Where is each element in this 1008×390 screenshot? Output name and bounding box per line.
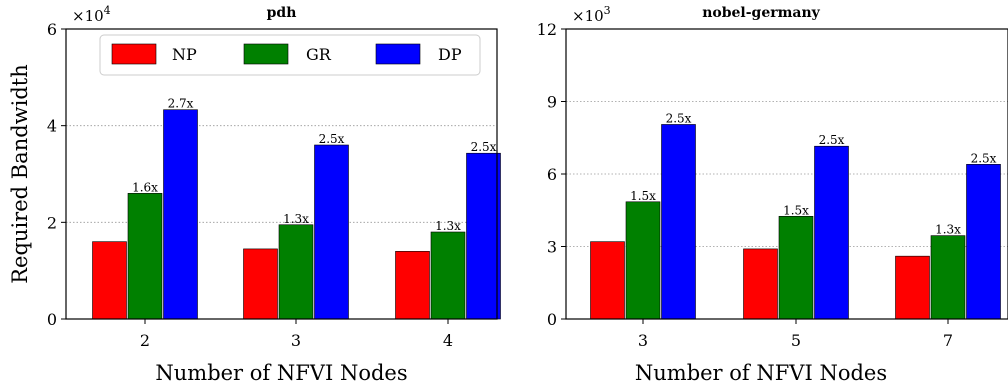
bar-np bbox=[590, 241, 625, 320]
axis-multiplier-base: ×10 bbox=[572, 7, 604, 25]
chart-1: 0 3 6 9 12 1.5x 1.5x 1.3x 2.5x 2.5x 2.5x 3 5 7 nobel-g… bbox=[537, 4, 1008, 385]
bar-dp bbox=[466, 152, 501, 320]
y-tick-label: 6 bbox=[547, 165, 557, 184]
data-label: 1.3x bbox=[435, 219, 461, 233]
x-axis-label: Number of NFVI Nodes bbox=[635, 361, 887, 385]
y-tick-label: 6 bbox=[47, 20, 57, 39]
data-label: 1.5x bbox=[783, 203, 809, 217]
legend-label-np: NP bbox=[172, 45, 197, 64]
y-axis-label: Required Bandwidth bbox=[8, 64, 32, 284]
x-tick-label: 4 bbox=[443, 331, 453, 350]
y-tick-label: 0 bbox=[47, 310, 57, 329]
bar-np bbox=[743, 248, 778, 320]
legend: NP GR DP bbox=[99, 34, 481, 76]
y-tick-label: 12 bbox=[537, 20, 557, 39]
y-tick-label: 9 bbox=[547, 93, 557, 112]
data-label: 1.6x bbox=[132, 180, 158, 194]
data-label: 2.7x bbox=[168, 97, 194, 111]
data-label: 2.5x bbox=[819, 133, 845, 147]
axis-multiplier-base: ×10 bbox=[72, 7, 104, 25]
y-tick-label: 0 bbox=[547, 310, 557, 329]
bar-np bbox=[395, 251, 430, 320]
y-tick-label: 2 bbox=[47, 213, 57, 232]
data-label: 2.5x bbox=[471, 140, 497, 154]
x-tick-label: 7 bbox=[943, 331, 953, 350]
bar-gr bbox=[778, 215, 814, 320]
legend-swatch-gr bbox=[243, 43, 289, 65]
data-label: 1.5x bbox=[630, 189, 656, 203]
bar-dp bbox=[966, 164, 1001, 320]
axis-multiplier-exponent: 4 bbox=[104, 4, 111, 17]
bar-gr bbox=[127, 193, 163, 320]
bar-dp bbox=[163, 109, 198, 320]
x-tick-label: 2 bbox=[140, 331, 150, 350]
axis-multiplier: ×104 bbox=[72, 4, 111, 25]
bar-dp bbox=[814, 145, 849, 320]
bar-np bbox=[895, 255, 930, 320]
data-label: 2.5x bbox=[666, 111, 692, 125]
x-axis-label: Number of NFVI Nodes bbox=[155, 361, 407, 385]
axes-frame bbox=[65, 28, 498, 320]
bar-dp bbox=[314, 144, 349, 320]
bar-dp bbox=[661, 124, 696, 320]
legend-label-dp: DP bbox=[438, 45, 462, 64]
bar-gr bbox=[625, 201, 661, 320]
bar-np bbox=[243, 248, 278, 320]
axis-multiplier: ×103 bbox=[572, 4, 611, 25]
bar-np bbox=[92, 241, 127, 320]
data-label: 2.5x bbox=[319, 132, 345, 146]
y-tick-label: 3 bbox=[547, 238, 557, 257]
data-label: 1.3x bbox=[935, 223, 961, 237]
data-label: 2.5x bbox=[971, 151, 997, 165]
x-tick-label: 3 bbox=[638, 331, 648, 350]
data-label: 1.3x bbox=[283, 212, 309, 226]
legend-label-gr: GR bbox=[306, 45, 332, 64]
legend-swatch-dp bbox=[375, 43, 421, 65]
bar-gr bbox=[430, 231, 466, 320]
axis-multiplier-exponent: 3 bbox=[604, 4, 611, 17]
y-tick-label: 4 bbox=[47, 117, 57, 136]
legend-swatch-np bbox=[111, 43, 157, 65]
x-tick-label: 5 bbox=[791, 331, 801, 350]
chart-title: pdh bbox=[267, 5, 297, 21]
chart-title: nobel-germany bbox=[702, 5, 820, 21]
legend-box bbox=[99, 34, 481, 76]
bar-gr bbox=[930, 235, 966, 320]
x-tick-label: 3 bbox=[291, 331, 301, 350]
axes-frame bbox=[565, 28, 1008, 320]
bar-gr bbox=[278, 224, 314, 320]
